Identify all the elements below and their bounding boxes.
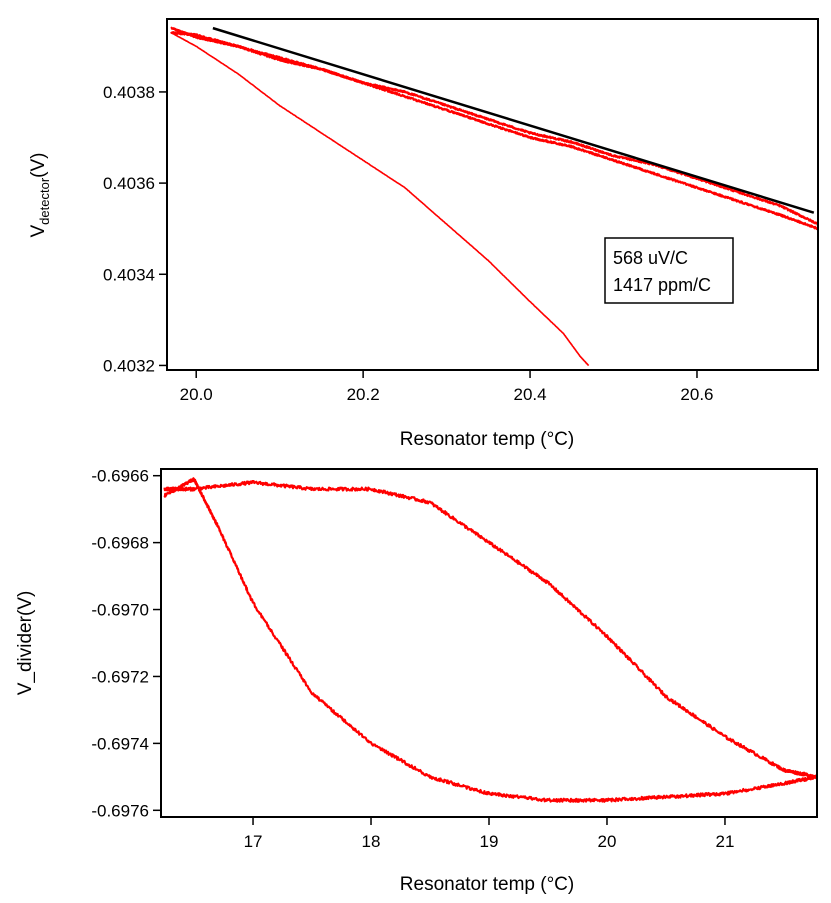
series-sweep-down [170,26,818,231]
divider-voltage-chart: 17 18 19 20 21 -0.6976-0.6974-0.6972-0.6970-… [15,467,818,895]
detector-y-axis: 0.4032 0.4034 0.4036 0.4038 [103,83,167,375]
detector-x-axis-label: Resonator temp (°C) [400,429,574,450]
y-tick-label: -0.6968 [91,534,149,553]
slope-annotation: 568 uV/C 1417 ppm/C [604,237,734,304]
divider-x-axis: 17 18 19 20 21 [244,817,735,851]
divider-plot-area [163,477,817,803]
series-heating [163,479,817,780]
y-label-unit: (V) [28,153,49,178]
series-initial-transient [170,32,590,367]
divider-y-axis: -0.6976 -0.6974 -0.6972 -0.6970 -0.6968 -0.69… [91,467,161,820]
detector-plot-area [170,26,818,367]
divider-x-axis-label: Resonator temp (°C) [400,874,574,895]
x-tick-label: 20.0 [180,385,213,404]
y-tick-label: 0.4032 [103,356,155,375]
y-tick-label: -0.6972 [91,667,149,686]
x-tick-label: 20 [598,832,617,851]
x-tick-label: 20.2 [347,385,380,404]
y-label-subscript: detector [37,177,52,225]
detector-voltage-chart: 20.0 20.2 20.4 20.6 0.40320.40340.40360.403… [28,18,819,450]
annotation-line-2: 1417 ppm/C [613,275,711,295]
y-tick-label: -0.6976 [91,801,149,820]
y-tick-label: -0.6970 [91,601,149,620]
y-tick-label: 0.4036 [103,174,155,193]
y-tick-label: 0.4034 [103,265,155,284]
detector-y-axis-label: Vdetector(V) [28,153,52,238]
y-tick-label: -0.6974 [91,734,149,753]
x-tick-label: 17 [244,832,263,851]
x-tick-label: 19 [480,832,499,851]
divider-plot-frame [160,468,818,818]
detector-plot-frame [166,18,819,371]
x-tick-label: 18 [362,832,381,851]
annotation-box [604,237,734,304]
series-cooling [163,477,817,803]
x-tick-label: 20.6 [680,385,713,404]
detector-x-axis: 20.0 20.2 20.4 20.6 [180,370,714,404]
y-label-main: V [28,225,49,238]
x-tick-label: 21 [716,832,735,851]
y-tick-label: 0.4038 [103,83,155,102]
series-linear-fit [212,26,815,214]
annotation-line-1: 568 uV/C [613,248,688,268]
divider-y-axis-label: V_divider(V) [15,591,36,696]
y-tick-label: -0.6966 [91,467,149,486]
x-tick-label: 20.4 [514,385,547,404]
